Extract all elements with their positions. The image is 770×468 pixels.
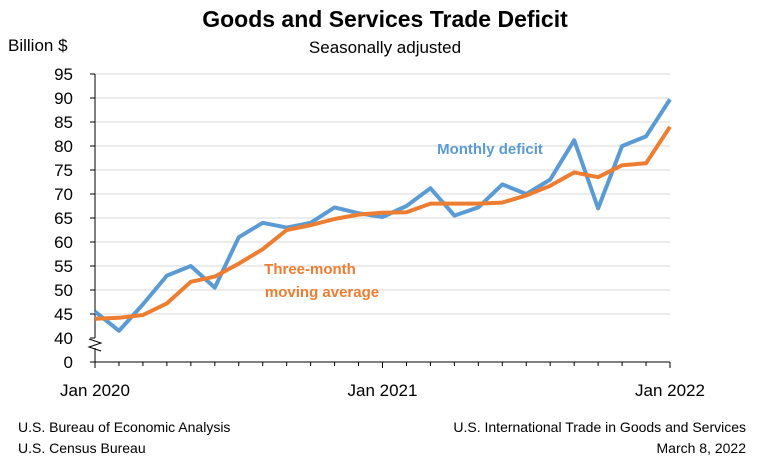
chart-subtitle: Seasonally adjusted [308,38,462,57]
y-tick-label: 65 [54,209,73,228]
moving-average-annotation-line2: moving average [265,284,379,301]
footer-release-name: U.S. International Trade in Goods and Se… [453,419,746,435]
moving-average-annotation-line1: Three-month [264,261,356,278]
monthly-deficit-line [93,98,672,333]
x-tick-label: Jan 2022 [635,381,705,400]
y-tick-label: 50 [54,281,73,300]
y-tick-label: 60 [54,233,73,252]
y-tick-label: 45 [54,305,73,324]
x-tick-label: Jan 2020 [60,381,130,400]
y-axis-unit-label: Billion $ [8,36,68,55]
footer-release: U.S. International Trade in Goods and Se… [453,417,746,459]
y-tick-label: 80 [54,137,73,156]
y-tick-label: 85 [54,113,73,132]
y-axis-ticks: 95 90 85 80 75 70 65 60 55 50 45 40 0 [54,65,73,372]
footer-source-bea: U.S. Bureau of Economic Analysis [18,419,231,435]
y-tick-label: 40 [54,329,73,348]
x-axis-ticks: Jan 2020 Jan 2021 Jan 2022 [60,381,705,400]
footer-sources: U.S. Bureau of Economic Analysis U.S. Ce… [18,417,230,459]
axes [87,73,671,368]
y-tick-label: 55 [54,257,73,276]
y-tick-label: 70 [54,185,73,204]
y-tick-label: 0 [64,353,73,372]
gridlines [95,73,670,315]
series-lines [93,98,672,333]
y-tick-label: 75 [54,161,73,180]
y-tick-label: 90 [54,89,73,108]
x-tick-label: Jan 2021 [348,381,418,400]
monthly-deficit-annotation: Monthly deficit [437,141,543,158]
footer-source-census: U.S. Census Bureau [18,440,146,456]
y-tick-label: 95 [54,65,73,84]
footer-release-date: March 8, 2022 [656,440,747,456]
chart-title: Goods and Services Trade Deficit [202,6,568,32]
axis-break-mark [87,338,103,352]
